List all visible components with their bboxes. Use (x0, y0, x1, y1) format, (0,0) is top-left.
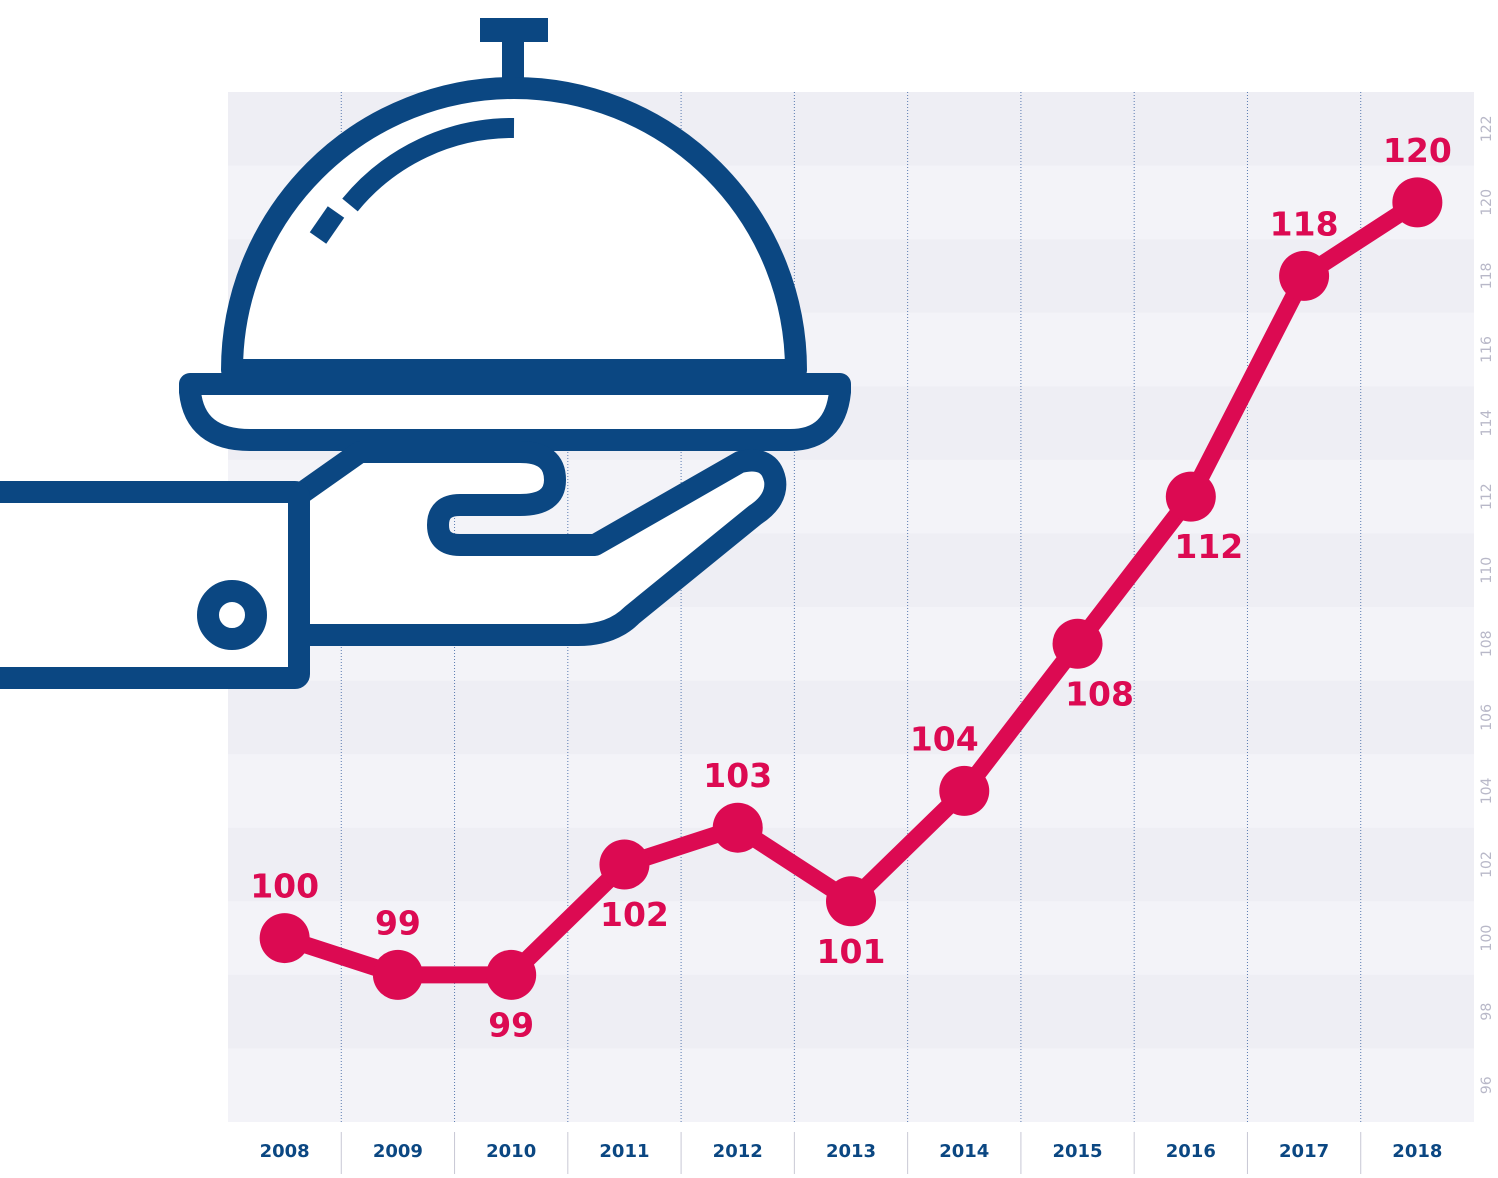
data-label: 112 (1174, 527, 1243, 566)
x-tick-label: 2017 (1279, 1141, 1329, 1162)
data-label: 99 (375, 903, 421, 942)
data-point (826, 876, 876, 926)
data-label: 120 (1383, 131, 1452, 170)
y-tick-label: 104 (1479, 777, 1495, 804)
data-point (1279, 251, 1329, 301)
x-tick-label: 2013 (826, 1141, 876, 1162)
data-point (373, 950, 423, 1000)
x-tick-label: 2014 (939, 1141, 989, 1162)
y-tick-label: 98 (1479, 1003, 1495, 1021)
x-tick-label: 2009 (373, 1141, 423, 1162)
y-tick-label: 102 (1479, 851, 1495, 878)
y-tick-label: 108 (1479, 630, 1495, 657)
data-label: 101 (817, 932, 886, 971)
y-tick-label: 116 (1479, 336, 1495, 363)
data-label: 99 (488, 1005, 534, 1044)
y-tick-label: 106 (1479, 704, 1495, 731)
data-label: 108 (1065, 674, 1134, 713)
grid-band (228, 1048, 1474, 1122)
y-tick-label: 96 (1479, 1076, 1495, 1094)
data-label: 100 (250, 867, 319, 906)
y-tick-label: 120 (1479, 189, 1495, 216)
x-tick-label: 2008 (260, 1141, 310, 1162)
data-point (939, 766, 989, 816)
x-tick-label: 2012 (713, 1141, 763, 1162)
grid-band (228, 754, 1474, 828)
y-tick-label: 122 (1479, 115, 1495, 142)
data-label: 118 (1270, 204, 1339, 243)
y-tick-label: 118 (1479, 263, 1495, 290)
x-tick-label: 2016 (1166, 1141, 1216, 1162)
data-point (260, 913, 310, 963)
data-point (1392, 177, 1442, 227)
y-tick-label: 114 (1479, 410, 1495, 437)
y-tick-label: 110 (1479, 557, 1495, 584)
x-tick-label: 2018 (1392, 1141, 1442, 1162)
data-point (713, 803, 763, 853)
data-point (486, 950, 536, 1000)
y-tick-label: 112 (1479, 483, 1495, 510)
data-label: 104 (910, 719, 979, 758)
data-label: 102 (600, 895, 669, 934)
y-tick-label: 100 (1479, 925, 1495, 952)
chart: 96 98 100 102 104 106 108 110 112 114 116 118 120 122… (0, 0, 1498, 1174)
data-label: 103 (703, 756, 772, 795)
x-tick-label: 2011 (599, 1141, 649, 1162)
data-point (599, 840, 649, 890)
grid-band (228, 681, 1474, 755)
data-point (1053, 619, 1103, 669)
data-point (1166, 472, 1216, 522)
x-tick-label: 2010 (486, 1141, 536, 1162)
x-tick-label: 2015 (1052, 1141, 1102, 1162)
